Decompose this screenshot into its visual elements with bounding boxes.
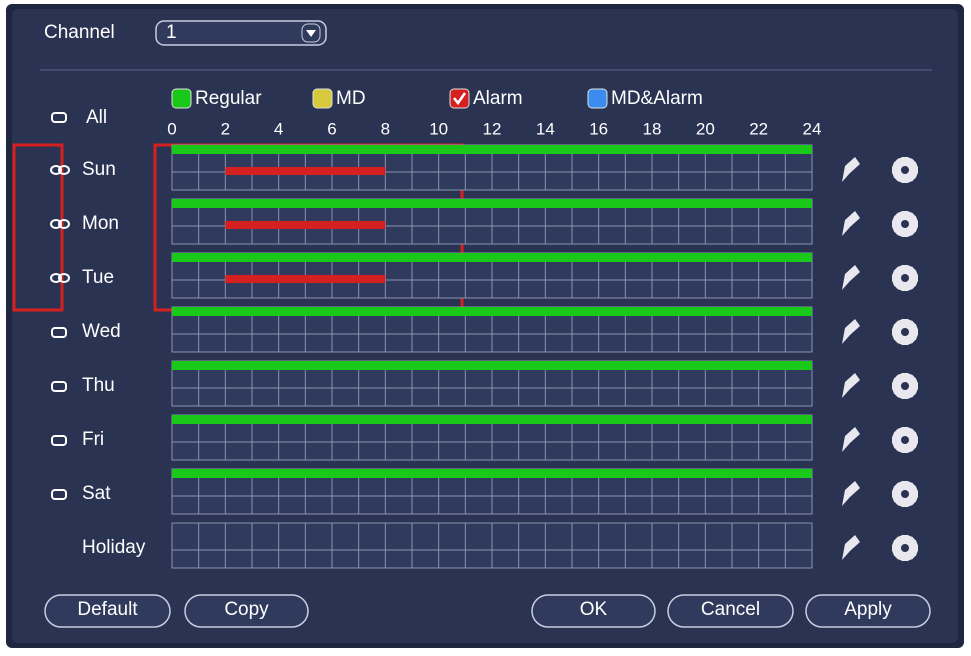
hour-label: 14 [536, 119, 555, 138]
schedule-segment [172, 415, 812, 424]
settings-icon[interactable] [901, 382, 909, 390]
legend-swatch[interactable] [312, 88, 333, 109]
dropdown-arrow [306, 30, 316, 37]
schedule-segment [225, 275, 386, 283]
day-label: Tue [82, 267, 114, 288]
edit-icon[interactable] [842, 157, 860, 182]
legend-label: Regular [195, 88, 262, 109]
edit-icon[interactable] [842, 535, 860, 560]
day-label: Sun [82, 159, 116, 180]
unlink-icon[interactable] [51, 489, 67, 500]
schedule-segment [172, 145, 812, 154]
settings-icon[interactable] [901, 220, 909, 228]
legend-swatch[interactable] [171, 88, 192, 109]
edit-icon[interactable] [842, 427, 860, 452]
hour-label: 4 [274, 119, 283, 138]
button-label: Cancel [701, 599, 760, 620]
edit-icon[interactable] [842, 265, 860, 290]
button-label: Apply [844, 599, 892, 620]
day-label: Wed [82, 321, 121, 342]
button[interactable] [184, 594, 309, 628]
schedule-segment [172, 361, 812, 370]
hour-label: 8 [381, 119, 390, 138]
channel-dropdown[interactable] [155, 20, 327, 46]
schedule-segment [172, 199, 812, 208]
button[interactable] [805, 594, 931, 628]
channel-value: 1 [166, 22, 177, 43]
link-icon[interactable] [50, 219, 62, 229]
button[interactable] [44, 594, 171, 628]
link-icon[interactable] [58, 273, 70, 283]
settings-icon[interactable] [901, 544, 909, 552]
day-label: Sat [82, 483, 111, 504]
schedule-segment [172, 307, 812, 316]
hour-label: 0 [167, 119, 176, 138]
hour-label: 22 [749, 119, 768, 138]
schedule-segment [225, 221, 386, 229]
unlink-icon[interactable] [51, 435, 67, 446]
legend-label: MD&Alarm [611, 88, 703, 109]
unlink-icon[interactable] [51, 381, 67, 392]
legend-swatch[interactable] [449, 88, 470, 109]
link-icon[interactable] [50, 273, 62, 283]
all-label: All [86, 107, 107, 128]
day-label: Thu [82, 375, 115, 396]
all-icon[interactable] [51, 112, 67, 123]
link-icon[interactable] [50, 165, 62, 175]
hour-label: 16 [589, 119, 608, 138]
schedule-segment [225, 167, 386, 175]
settings-icon[interactable] [901, 490, 909, 498]
legend-label: MD [336, 88, 366, 109]
legend-label: Alarm [473, 88, 523, 109]
button-label: Copy [224, 599, 269, 620]
edit-icon[interactable] [842, 373, 860, 398]
settings-icon[interactable] [901, 436, 909, 444]
day-label: Holiday [82, 537, 146, 558]
day-label: Mon [82, 213, 119, 234]
edit-icon[interactable] [842, 481, 860, 506]
hour-label: 10 [429, 119, 448, 138]
edit-icon[interactable] [842, 319, 860, 344]
link-icon[interactable] [58, 219, 70, 229]
channel-label: Channel [44, 22, 115, 43]
button[interactable] [531, 594, 656, 628]
hour-label: 2 [221, 119, 230, 138]
settings-icon[interactable] [901, 274, 909, 282]
legend-swatch[interactable] [587, 88, 608, 109]
schedule-segment [172, 253, 812, 262]
day-label: Fri [82, 429, 104, 450]
check-mark [453, 92, 467, 106]
button[interactable] [667, 594, 794, 628]
settings-icon[interactable] [901, 166, 909, 174]
button-label: Default [77, 599, 138, 620]
dropdown-arrow-box [301, 23, 321, 43]
settings-icon[interactable] [901, 328, 909, 336]
button-label: OK [580, 599, 608, 620]
hour-label: 12 [483, 119, 502, 138]
edit-icon[interactable] [842, 211, 860, 236]
schedule-segment [172, 469, 812, 478]
hour-label: 18 [643, 119, 662, 138]
unlink-icon[interactable] [51, 327, 67, 338]
hour-label: 24 [803, 119, 822, 138]
link-icon[interactable] [58, 165, 70, 175]
hour-label: 20 [696, 119, 715, 138]
hour-label: 6 [327, 119, 336, 138]
